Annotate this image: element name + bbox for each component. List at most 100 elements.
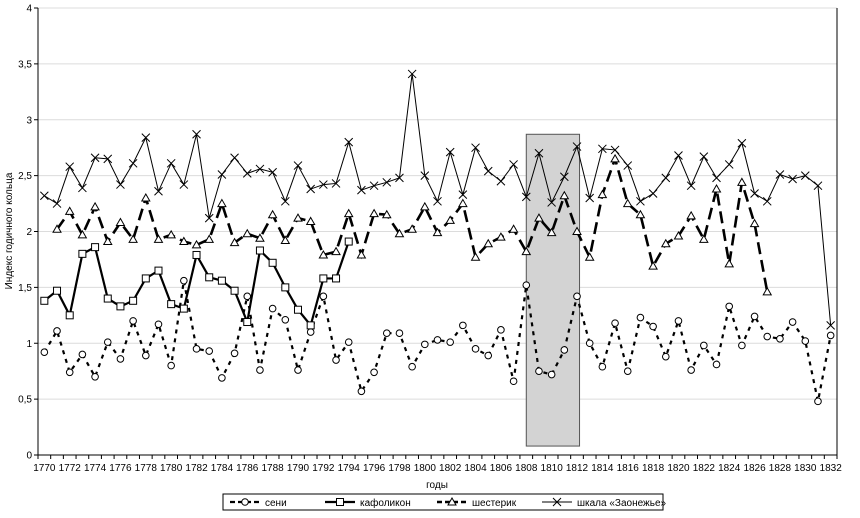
data-point bbox=[661, 173, 671, 183]
data-point bbox=[483, 238, 494, 248]
data-point bbox=[421, 340, 429, 349]
data-point bbox=[382, 177, 392, 187]
data-point bbox=[573, 292, 581, 301]
data-point bbox=[483, 166, 493, 176]
data-point bbox=[331, 179, 341, 188]
data-point bbox=[725, 302, 733, 311]
x-tick-label: 1832 bbox=[820, 463, 843, 474]
data-point bbox=[597, 189, 608, 199]
data-point bbox=[280, 196, 290, 206]
legend-marker bbox=[552, 497, 562, 507]
data-point bbox=[267, 209, 278, 219]
x-tick-label: 1788 bbox=[262, 463, 285, 474]
data-point bbox=[407, 69, 417, 79]
data-point bbox=[737, 138, 747, 148]
data-point bbox=[584, 252, 595, 261]
series-3 bbox=[52, 153, 773, 296]
x-tick-label: 1830 bbox=[794, 463, 817, 474]
data-point bbox=[470, 252, 481, 261]
data-point bbox=[306, 328, 315, 336]
y-tick-label: 3 bbox=[26, 115, 32, 126]
data-point bbox=[496, 232, 506, 241]
data-point bbox=[65, 311, 74, 320]
legend-marker bbox=[336, 498, 344, 506]
data-point bbox=[687, 366, 695, 374]
data-point bbox=[408, 362, 416, 371]
data-point bbox=[585, 339, 594, 348]
data-point bbox=[77, 229, 88, 239]
x-tick-label: 1772 bbox=[59, 463, 82, 474]
data-point bbox=[192, 250, 201, 259]
legend-label: шкала «Заонежье» bbox=[577, 498, 667, 509]
data-point bbox=[230, 286, 239, 295]
legend-marker bbox=[447, 496, 457, 506]
data-point bbox=[255, 233, 265, 242]
data-point bbox=[306, 184, 316, 194]
data-point bbox=[788, 174, 797, 184]
data-point bbox=[534, 213, 544, 222]
data-point bbox=[712, 173, 721, 183]
data-point bbox=[598, 362, 607, 371]
data-point bbox=[217, 276, 226, 285]
data-point bbox=[623, 367, 632, 375]
data-point bbox=[814, 397, 822, 406]
data-point bbox=[484, 351, 493, 360]
data-point bbox=[293, 213, 303, 222]
data-point bbox=[508, 224, 519, 233]
data-point bbox=[129, 317, 137, 325]
data-point bbox=[128, 234, 138, 243]
data-point bbox=[433, 196, 442, 206]
series-1 bbox=[40, 276, 835, 406]
data-point bbox=[737, 177, 747, 186]
x-tick-label: 1780 bbox=[160, 463, 183, 474]
highlight-region bbox=[525, 133, 581, 447]
y-tick-label: 0 bbox=[26, 451, 32, 462]
x-tick-label: 1816 bbox=[617, 463, 640, 474]
data-point bbox=[319, 180, 328, 189]
data-point bbox=[167, 300, 176, 309]
data-point bbox=[458, 198, 468, 208]
x-tick-label: 1776 bbox=[109, 463, 132, 474]
data-point bbox=[268, 304, 277, 313]
data-point bbox=[762, 286, 773, 296]
data-point bbox=[635, 209, 646, 219]
data-point bbox=[319, 292, 328, 301]
data-point bbox=[699, 152, 709, 161]
data-point bbox=[661, 352, 670, 361]
data-point bbox=[776, 334, 784, 343]
data-point bbox=[559, 172, 569, 182]
data-point bbox=[636, 313, 645, 322]
x-tick-label: 1808 bbox=[515, 463, 538, 474]
data-point bbox=[180, 276, 188, 285]
data-point bbox=[763, 332, 772, 341]
data-point bbox=[192, 129, 201, 139]
x-tick-label: 1794 bbox=[338, 463, 361, 474]
data-point bbox=[762, 196, 772, 206]
data-point bbox=[560, 346, 569, 354]
data-point bbox=[572, 226, 582, 235]
data-point bbox=[205, 273, 214, 282]
data-point bbox=[154, 320, 163, 329]
data-point bbox=[140, 192, 151, 202]
data-point bbox=[305, 216, 316, 225]
data-point bbox=[547, 370, 556, 379]
data-point bbox=[230, 153, 239, 163]
legend-marker bbox=[241, 498, 249, 506]
data-point bbox=[116, 180, 125, 189]
data-point bbox=[40, 348, 49, 356]
legend: сени кафоликон шестерик шкала «Заонежье» bbox=[222, 493, 667, 511]
x-tick-label: 1790 bbox=[287, 463, 310, 474]
y-axis-label: Индекс годичного кольца bbox=[4, 172, 15, 289]
data-point bbox=[497, 326, 505, 334]
data-point bbox=[268, 258, 277, 267]
data-point bbox=[332, 274, 341, 283]
data-point bbox=[674, 317, 683, 325]
data-point bbox=[178, 236, 189, 246]
x-tick-label: 1770 bbox=[33, 463, 56, 474]
x-tick-label: 1800 bbox=[414, 463, 437, 474]
data-point bbox=[40, 296, 49, 305]
data-point bbox=[218, 374, 226, 382]
data-point bbox=[281, 283, 290, 292]
x-tick-label: 1828 bbox=[769, 463, 792, 474]
